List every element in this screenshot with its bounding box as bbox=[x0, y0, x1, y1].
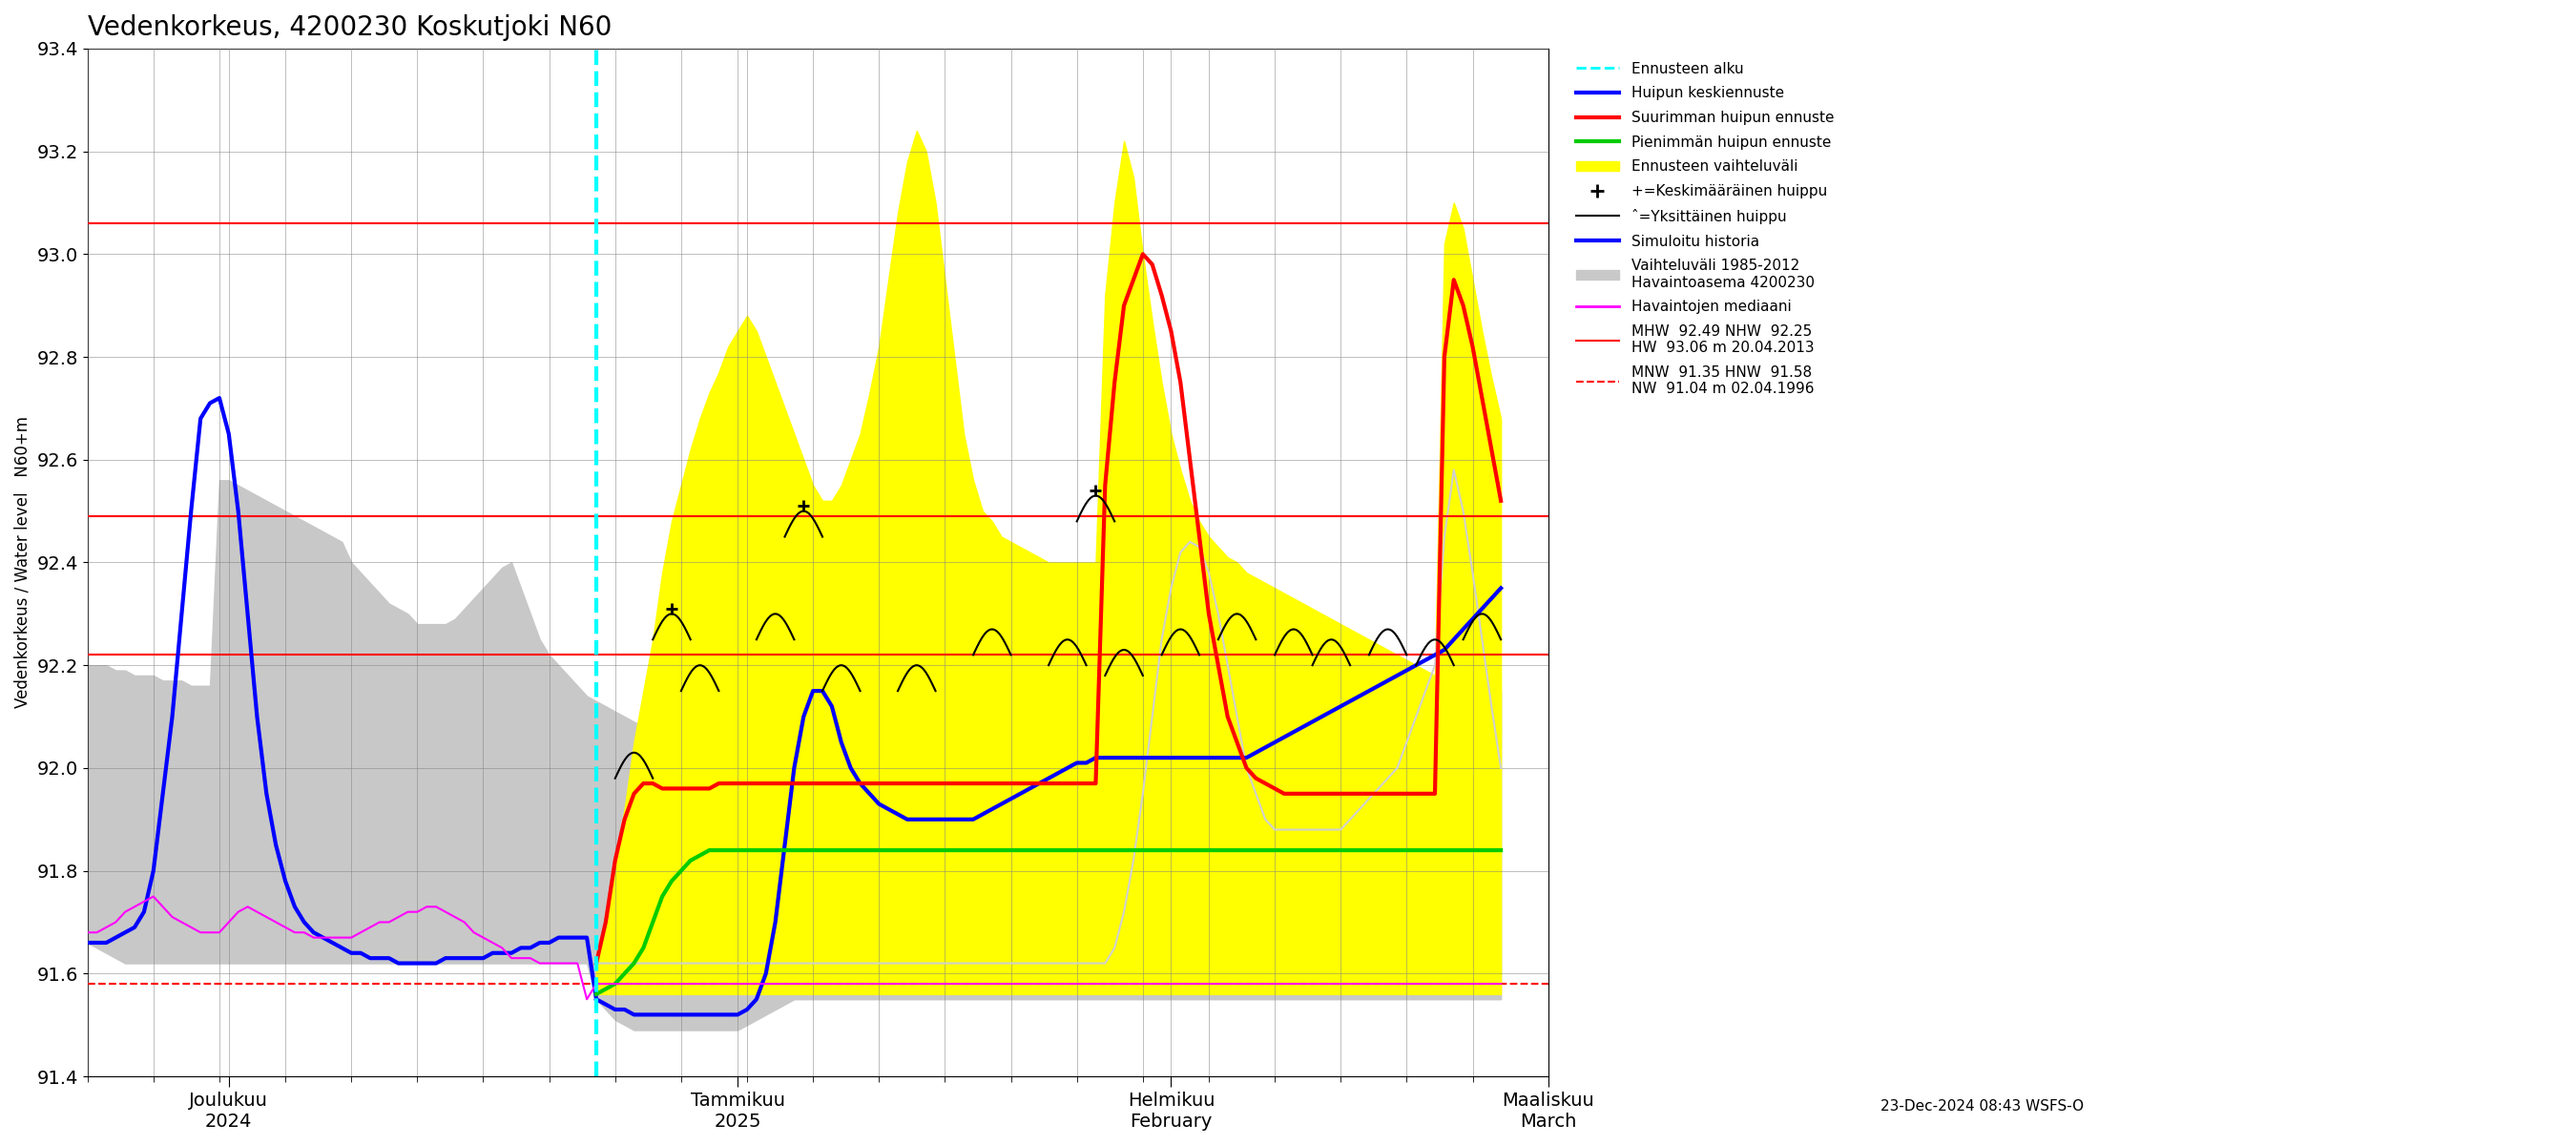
Text: 23-Dec-2024 08:43 WSFS-O: 23-Dec-2024 08:43 WSFS-O bbox=[1880, 1099, 2084, 1113]
Text: Vedenkorkeus, 4200230 Koskutjoki N60: Vedenkorkeus, 4200230 Koskutjoki N60 bbox=[88, 14, 611, 41]
Y-axis label: Vedenkorkeus / Water level   N60+m: Vedenkorkeus / Water level N60+m bbox=[15, 417, 31, 709]
Legend: Ennusteen alku, Huipun keskiennuste, Suurimman huipun ennuste, Pienimmän huipun : Ennusteen alku, Huipun keskiennuste, Suu… bbox=[1569, 56, 1839, 402]
